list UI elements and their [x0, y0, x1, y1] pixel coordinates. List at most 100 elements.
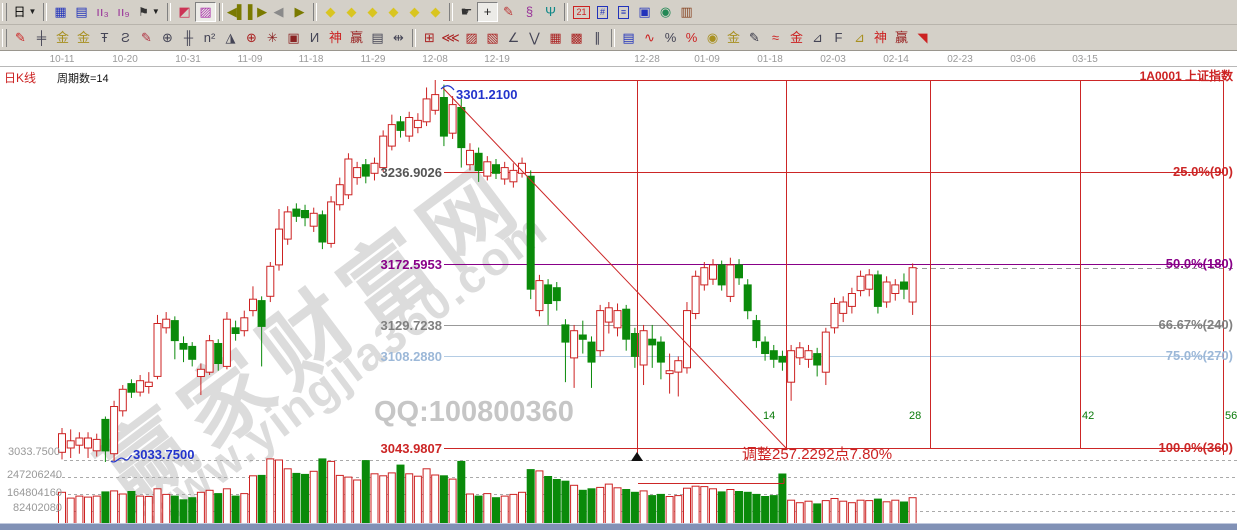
- toolbar1-icon-18[interactable]: ◆: [367, 4, 378, 19]
- candle: [327, 201, 336, 244]
- toolbar1-icon-2[interactable]: ▦: [54, 4, 67, 19]
- toolbar2-icon-44[interactable]: ◥: [917, 29, 928, 45]
- toolbar2-icon-28[interactable]: ∥: [594, 29, 601, 45]
- horizontal-scrollbar[interactable]: [0, 523, 1237, 530]
- retrace-pct-label: 100.0%(360): [1158, 440, 1233, 455]
- volume-axis-label: 164804160: [6, 487, 62, 499]
- toolbar2-icon-16[interactable]: 赢: [349, 29, 363, 45]
- toolbar1-icon-23[interactable]: ☛: [460, 4, 473, 19]
- toolbar1-icon-11[interactable]: ◀▌: [226, 4, 247, 19]
- toolbar2-icon-18[interactable]: ⇹: [393, 29, 404, 45]
- toolbar2-icon-42[interactable]: 神: [873, 29, 887, 45]
- volume-bar: [335, 474, 344, 528]
- toolbar1-icon-33[interactable]: ◉: [659, 4, 672, 19]
- toolbar2-icon-34[interactable]: ◉: [706, 29, 719, 45]
- toolbar2-icon-2[interactable]: 金: [55, 29, 69, 45]
- toolbar1-icon-30[interactable]: #: [592, 2, 613, 22]
- toolbar1-icon-21[interactable]: ◆: [430, 4, 441, 19]
- toolbar2-icon-25[interactable]: ⋁: [529, 29, 540, 45]
- candle: [66, 440, 75, 449]
- toolbar1-dropdown-button[interactable]: 日 ▼: [13, 5, 37, 19]
- candle: [127, 383, 136, 393]
- candle: [405, 117, 414, 137]
- candle: [431, 94, 440, 111]
- toolbar2-icon-15[interactable]: 神: [328, 29, 342, 45]
- toolbar1-icon-5[interactable]: ıı₉: [117, 4, 130, 19]
- volume-bar: [700, 486, 709, 528]
- toolbar2-icon-23[interactable]: ▧: [486, 29, 499, 45]
- toolbar2-icon-41[interactable]: ⊿: [854, 29, 865, 45]
- toolbar2-icon-31[interactable]: ∿: [644, 29, 655, 45]
- volume-bar: [604, 483, 613, 528]
- toolbar2-icon-35[interactable]: 金: [726, 29, 740, 45]
- toolbar2-icon-26[interactable]: ▦: [549, 29, 562, 45]
- toolbar2-icon-7[interactable]: ⊕: [162, 29, 173, 45]
- toolbar2-icon-43[interactable]: 赢: [894, 29, 908, 45]
- toolbar1-icon-16[interactable]: ◆: [325, 4, 336, 19]
- toolbar2-icon-36[interactable]: ✎: [749, 29, 760, 45]
- toolbar1-dropdown-button[interactable]: ⚑ ▼: [138, 5, 160, 19]
- toolbar1-separator: [449, 3, 453, 21]
- toolbar2-icon-20[interactable]: ⊞: [424, 29, 435, 45]
- volume-bar: [622, 489, 631, 528]
- toolbar2-icon-10[interactable]: ◮: [225, 29, 236, 45]
- toolbar2-icon-38[interactable]: 金: [789, 29, 803, 45]
- toolbar2-icon-3[interactable]: 金: [76, 29, 90, 45]
- toolbar1-icon-34[interactable]: ▥: [680, 4, 693, 19]
- toolbar2-icon-30[interactable]: ▤: [622, 29, 635, 45]
- toolbar2-icon-33[interactable]: %: [685, 29, 698, 45]
- toolbar1-icon-27[interactable]: Ψ: [545, 4, 556, 19]
- toolbar1-icon-24[interactable]: +: [477, 2, 498, 22]
- volume-axis-label: 247206240: [6, 469, 62, 481]
- volume-bar: [683, 487, 691, 528]
- toolbar2-icon-5[interactable]: Ƨ: [121, 29, 130, 45]
- toolbar-drag-handle[interactable]: [2, 3, 7, 21]
- toolbar2-icon-32[interactable]: %: [664, 29, 677, 45]
- toolbar1-icon-4[interactable]: ıı₃: [96, 4, 109, 19]
- candle: [709, 264, 717, 280]
- toolbar2-icon-37[interactable]: ≈: [771, 29, 780, 45]
- toolbar2-icon-12[interactable]: ✳: [267, 29, 278, 45]
- toolbar2-icon-4[interactable]: Ŧ: [100, 29, 109, 45]
- toolbar2-icon-22[interactable]: ▨: [465, 29, 478, 45]
- toolbar1-icon-12[interactable]: ▌▶: [247, 4, 268, 19]
- toolbar1-icon-17[interactable]: ◆: [346, 4, 357, 19]
- toolbar2-icon-1[interactable]: ╪: [36, 29, 47, 45]
- toolbar2-icon-24[interactable]: ∠: [507, 29, 520, 45]
- toolbar1-icon-19[interactable]: ◆: [388, 4, 399, 19]
- toolbar2-icon-17[interactable]: ▤: [371, 29, 384, 45]
- toolbar2-icon-0[interactable]: ✎: [15, 29, 26, 45]
- toolbar2-icon-21[interactable]: ⋘: [441, 29, 460, 45]
- candle: [309, 212, 318, 227]
- candle: [743, 284, 752, 312]
- toolbar2-icon-9[interactable]: n²: [203, 29, 216, 45]
- toolbar2-icon-11[interactable]: ⊕: [246, 29, 257, 45]
- toolbar1-icon-32[interactable]: ▣: [638, 4, 651, 19]
- toolbar2-icon-6[interactable]: ✎: [141, 29, 152, 45]
- toolbar2-icon-8[interactable]: ╫: [183, 29, 194, 45]
- candle: [162, 318, 171, 329]
- toolbar2-icon-13[interactable]: ▣: [287, 29, 300, 45]
- toolbar1-icon-9[interactable]: ▨: [195, 2, 216, 22]
- candle: [873, 274, 882, 307]
- toolbar1-icon-25[interactable]: ✎: [503, 4, 514, 19]
- toolbar1-icon-3[interactable]: ▤: [75, 4, 88, 19]
- toolbar2-separator: [611, 28, 615, 47]
- toolbar1-icon-14[interactable]: ▶: [294, 4, 305, 19]
- toolbar2-icon-14[interactable]: И: [309, 29, 320, 45]
- toolbar1-icon-13[interactable]: ◀: [273, 4, 284, 19]
- toolbar2-icon-40[interactable]: F: [834, 29, 843, 45]
- toolbar1-icon-20[interactable]: ◆: [409, 4, 420, 19]
- candle: [292, 208, 301, 217]
- volume-bar: [413, 475, 422, 528]
- toolbar2-icon-39[interactable]: ⊿: [812, 29, 823, 45]
- high-anchor-price-label: 3301.2100: [456, 87, 518, 102]
- toolbar1-icon-8[interactable]: ◩: [178, 4, 191, 19]
- toolbar2-icon-27[interactable]: ▩: [570, 29, 583, 45]
- toolbar1-icon-29[interactable]: 21: [571, 2, 592, 22]
- toolbar1-icon-26[interactable]: §: [525, 4, 534, 19]
- toolbar-drag-handle[interactable]: [2, 28, 7, 47]
- date-tick: 11-09: [237, 54, 263, 65]
- toolbar1-icon-31[interactable]: ≡: [613, 2, 634, 22]
